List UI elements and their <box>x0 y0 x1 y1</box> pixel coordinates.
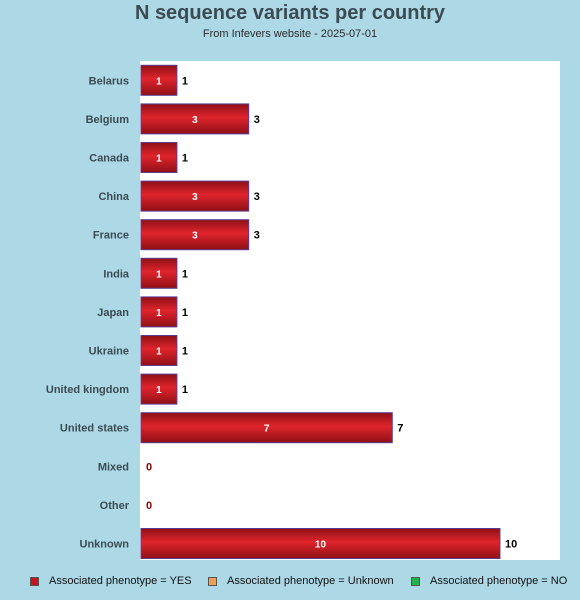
bar-value-label: 7 <box>264 424 270 435</box>
category-label: Canada <box>89 153 130 165</box>
bar-total-label: 1 <box>182 153 188 165</box>
bar[interactable] <box>140 64 178 96</box>
bar-total-label: 0 <box>146 461 152 473</box>
bar-value-label: 3 <box>192 231 198 242</box>
bar-value-label: 1 <box>156 76 162 87</box>
legend-item-yes[interactable]: Associated phenotype = YES <box>30 575 192 587</box>
legend-label-yes: Associated phenotype = YES <box>49 575 192 587</box>
legend-swatch-unknown <box>208 576 217 586</box>
bar-value-label: 10 <box>315 540 327 551</box>
category-label: Mixed <box>98 461 129 473</box>
legend-item-unknown[interactable]: Associated phenotype = Unknown <box>208 575 394 587</box>
bar[interactable] <box>140 142 178 173</box>
bar[interactable] <box>140 257 178 289</box>
category-label: France <box>93 230 129 242</box>
bar[interactable] <box>140 103 250 135</box>
bar[interactable] <box>140 373 178 405</box>
legend: Associated phenotype = YES Associated ph… <box>0 575 580 591</box>
category-label: Belarus <box>89 75 129 87</box>
legend-label-no: Associated phenotype = NO <box>430 575 568 587</box>
bar-total-label: 1 <box>182 384 188 396</box>
category-label: Ukraine <box>89 346 129 358</box>
bar-total-label: 1 <box>182 346 188 358</box>
bar-value-label: 1 <box>156 385 162 396</box>
bar-value-label: 3 <box>192 192 198 203</box>
bar-chart: Belarus 1 1 Belgium 3 3 Canada 1 1 China 3 3 France 3… <box>46 61 560 560</box>
legend-item-no[interactable]: Associated phenotype = NO <box>411 575 567 587</box>
bar[interactable] <box>140 180 250 212</box>
bar-value-label: 1 <box>156 308 162 319</box>
bars-layer: Belarus 1 1 Belgium 3 3 Canada 1 1 China 3 3 France 3… <box>46 64 517 559</box>
legend-swatch-no <box>411 576 420 586</box>
bar-total-label: 1 <box>182 307 188 319</box>
bar-value-label: 3 <box>192 115 198 126</box>
category-label: China <box>98 191 129 203</box>
legend-swatch-yes <box>30 576 39 586</box>
bar-total-label: 10 <box>505 539 517 551</box>
category-label: Other <box>100 500 130 512</box>
category-label: Japan <box>97 307 129 319</box>
plot-area <box>140 61 560 560</box>
bar-total-label: 1 <box>182 268 188 280</box>
category-label: Unknown <box>80 539 130 551</box>
category-label: United states <box>60 423 129 435</box>
bar-total-label: 7 <box>397 423 403 435</box>
bar-total-label: 3 <box>254 230 260 242</box>
bar[interactable] <box>140 335 178 366</box>
bar[interactable] <box>140 412 393 444</box>
chart-title: N sequence variants per country <box>134 2 446 24</box>
bar-value-label: 1 <box>156 154 162 165</box>
bar[interactable] <box>140 528 501 559</box>
bar-total-label: 0 <box>146 500 152 512</box>
bar-total-label: 1 <box>182 75 188 87</box>
category-label: Belgium <box>86 114 130 126</box>
legend-label-unknown: Associated phenotype = Unknown <box>227 575 394 587</box>
bar-value-label: 1 <box>156 347 162 358</box>
category-label: India <box>103 268 130 280</box>
bar-value-label: 1 <box>156 269 162 280</box>
chart-subtitle: From Infevers website - 2025-07-01 <box>202 28 378 40</box>
category-label: United kingdom <box>46 384 129 396</box>
bar[interactable] <box>140 219 250 251</box>
bar-total-label: 3 <box>254 191 260 203</box>
bar-total-label: 3 <box>254 114 260 126</box>
bar[interactable] <box>140 296 178 328</box>
